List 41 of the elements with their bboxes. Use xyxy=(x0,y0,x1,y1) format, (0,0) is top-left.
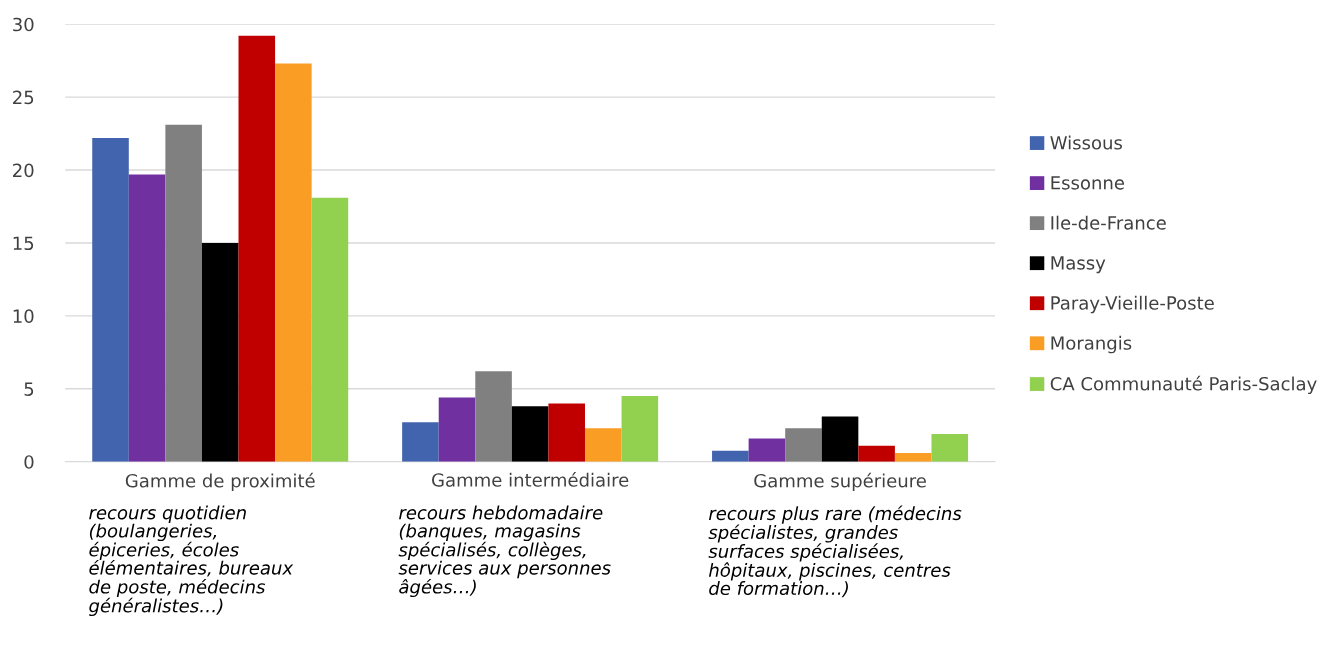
y-tick-label: 25 xyxy=(13,90,34,105)
bar xyxy=(748,438,786,462)
bar xyxy=(821,416,859,462)
text: recours quotidien (boulangeries, épiceries, écoles élémentaires, bureaux de poste, médecins généralistes…) xyxy=(89,505,294,617)
bar xyxy=(238,35,276,462)
bar xyxy=(438,397,476,462)
y-tick-label: 15 xyxy=(13,236,34,251)
bar xyxy=(311,197,349,462)
bar xyxy=(128,174,166,462)
text: recours hebdomadaire (banques, magasins spécialisés, collèges, services aux personnes âgées…) xyxy=(398,505,611,598)
x-tick-label: Gamme supérieure xyxy=(754,472,926,492)
y-tick-label: 30 xyxy=(13,17,34,32)
bar xyxy=(475,371,512,462)
bar xyxy=(894,452,932,462)
bar xyxy=(584,428,622,462)
bar xyxy=(712,450,749,462)
bar xyxy=(548,403,585,462)
legend-label: Ile-de-France xyxy=(1051,215,1166,230)
text: recours plus rare (médecins spécialistes, grandes surfaces spécialisées, hôpitaux, piscines, centres de formation…) xyxy=(708,505,962,598)
x-tick-label: Gamme de proximité xyxy=(125,472,315,492)
legend-label: CA Communauté Paris-Saclay xyxy=(1050,375,1317,395)
bar xyxy=(165,124,202,462)
legend-label: Essonne xyxy=(1051,176,1125,190)
y-tick-label: 0 xyxy=(24,455,34,469)
bar xyxy=(621,396,659,462)
bar xyxy=(931,434,969,462)
bar xyxy=(402,422,439,462)
x-tick-label: Gamme intermédiaire xyxy=(432,472,629,487)
legend-label: Paray-Vieille-Poste xyxy=(1051,295,1214,314)
legend-label: Massy xyxy=(1051,256,1106,274)
y-tick-label: 5 xyxy=(24,382,34,396)
bar xyxy=(511,406,549,462)
legend-label: Morangis xyxy=(1051,335,1132,354)
legend-label: Wissous xyxy=(1050,135,1122,150)
bar xyxy=(785,428,822,462)
y-tick-label: 10 xyxy=(13,309,34,323)
bar xyxy=(92,137,129,462)
y-tick-label: 20 xyxy=(13,163,34,178)
bar xyxy=(275,63,312,462)
bar xyxy=(858,445,895,462)
bar xyxy=(201,242,239,462)
